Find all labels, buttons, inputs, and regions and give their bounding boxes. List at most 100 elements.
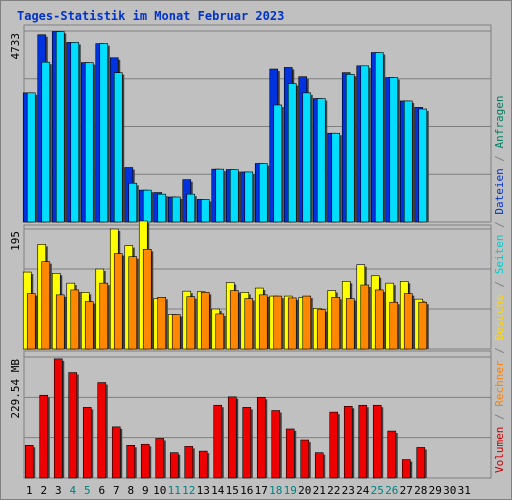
y-max-label: 195 [9, 231, 22, 251]
bar-volumen [169, 452, 179, 479]
bar-rechner [287, 297, 297, 350]
bar-rechner [157, 297, 167, 350]
x-tick-label: 11 [168, 484, 181, 497]
x-tick-label: 30 [443, 484, 456, 497]
bar-rechner [258, 294, 268, 350]
bar-seiten [99, 43, 109, 223]
bar-volumen [68, 372, 78, 479]
bar-seiten [186, 193, 196, 223]
bar-seiten [389, 77, 399, 223]
x-tick-label: 23 [342, 484, 355, 497]
bar-volumen [256, 397, 266, 479]
bar-volumen [82, 407, 92, 479]
panel-bottom: 229.54 MB [9, 350, 492, 479]
bar-seiten [418, 108, 428, 223]
bar-seiten [273, 104, 283, 223]
bar-volumen [343, 406, 353, 479]
bar-seiten [244, 171, 254, 223]
bar-rechner [128, 256, 138, 350]
x-tick-label: 12 [182, 484, 195, 497]
bar-seiten [55, 31, 65, 223]
bar-volumen [111, 426, 121, 479]
bar-volumen [387, 430, 397, 479]
bar-seiten [84, 62, 94, 223]
bar-volumen [227, 396, 237, 479]
x-tick-label: 29 [429, 484, 442, 497]
bar-seiten [331, 132, 341, 223]
bar-seiten [403, 100, 413, 223]
x-tick-label: 15 [226, 484, 239, 497]
bar-seiten [302, 92, 312, 223]
bar-volumen [126, 445, 136, 479]
bar-seiten [113, 72, 123, 223]
bar-seiten [157, 193, 167, 223]
bar-seiten [26, 92, 36, 223]
legend-part: / [493, 274, 506, 294]
bar-volumen [155, 438, 165, 479]
x-tick-label: 18 [269, 484, 282, 497]
bar-rechner [316, 309, 326, 350]
x-tick-label: 16 [240, 484, 253, 497]
bar-rechner [244, 298, 254, 350]
bar-volumen [314, 452, 324, 479]
x-tick-label: 26 [385, 484, 398, 497]
bar-rechner [84, 301, 94, 350]
bar-seiten [142, 189, 152, 223]
legend-part: / [493, 215, 506, 235]
x-tick-label: 6 [98, 484, 105, 497]
x-tick-label: 24 [356, 484, 370, 497]
bar-rechner [55, 294, 65, 350]
legend-part: Volumen [493, 427, 506, 473]
bar-volumen [300, 439, 310, 479]
bar-seiten [171, 196, 181, 223]
bar-rechner [389, 301, 399, 350]
bar-rechner [41, 261, 51, 350]
bar-volumen [53, 358, 63, 479]
x-tick-label: 22 [327, 484, 340, 497]
bar-rechner [345, 298, 355, 350]
bar-volumen [242, 407, 252, 479]
bar-volumen [372, 404, 382, 479]
legend-part: Seiten [493, 235, 506, 275]
bar-volumen [24, 445, 34, 479]
x-tick-label: 21 [313, 484, 326, 497]
bar-seiten [41, 61, 51, 223]
bar-rechner [26, 293, 36, 350]
x-tick-label: 31 [458, 484, 471, 497]
legend-part: Anfragen [493, 95, 506, 148]
bar-volumen [140, 443, 150, 479]
bar-volumen [329, 411, 339, 479]
bar-volumen [213, 404, 223, 479]
x-tick-label: 27 [400, 484, 413, 497]
bar-seiten [360, 65, 370, 223]
bar-rechner [302, 295, 312, 350]
legend-part: Rechner [493, 360, 506, 407]
x-tick-label: 14 [211, 484, 225, 497]
bar-rechner [403, 293, 413, 350]
bar-rechner [215, 313, 225, 350]
bar-rechner [186, 296, 196, 350]
x-axis-labels: 1 2 3 4 5 6 7 8 9 10 11 12 13 14 15 16 17 18 19 20 21 22 23 24 2… [26, 484, 471, 497]
x-tick-label: 19 [284, 484, 297, 497]
chart-title: Tages-Statistik im Monat Februar 2023 [17, 9, 284, 23]
legend-part: / [493, 148, 506, 168]
bar-volumen [401, 459, 411, 479]
x-tick-label: 2 [40, 484, 47, 497]
x-tick-label: 1 [26, 484, 33, 497]
bar-rechner [374, 289, 384, 350]
panel-middle: 195 [9, 220, 492, 350]
legend-part: / [493, 341, 506, 361]
x-tick-label: 5 [84, 484, 91, 497]
x-tick-label: 3 [55, 484, 62, 497]
x-tick-label: 17 [255, 484, 268, 497]
y-max-label: 229.54 MB [9, 359, 22, 419]
bar-seiten [215, 168, 225, 223]
bar-rechner [200, 292, 210, 350]
x-tick-label: 4 [69, 484, 76, 497]
bar-seiten [374, 52, 384, 223]
bar-volumen [97, 382, 107, 479]
bar-volumen [358, 404, 368, 479]
chart-panels: 4733 195 229.54 MB [9, 24, 492, 479]
